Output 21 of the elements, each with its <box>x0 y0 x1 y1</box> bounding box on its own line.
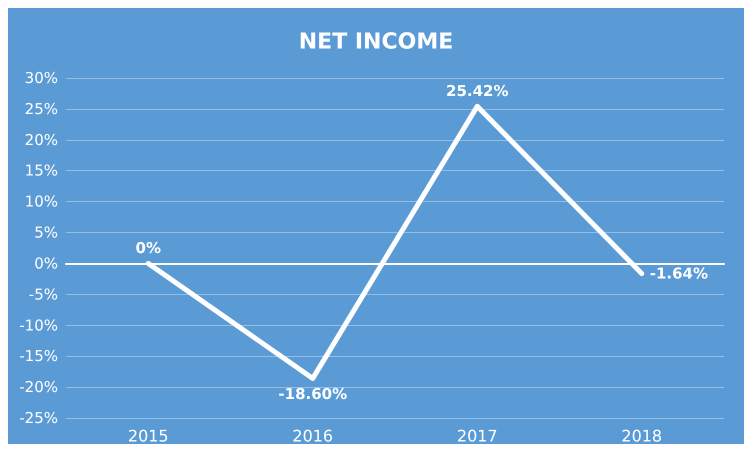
y-tick-label: 25% <box>24 100 58 118</box>
y-tick-label: 0% <box>34 254 58 272</box>
y-tick-label: 10% <box>24 192 58 211</box>
data-label: 25.42% <box>446 82 508 100</box>
y-tick-label: 30% <box>24 69 58 87</box>
data-label: 0% <box>136 238 161 257</box>
y-tick-label: 20% <box>24 130 58 149</box>
y-tick-label: -10% <box>19 316 58 334</box>
data-label: -18.60% <box>278 384 348 403</box>
y-tick-label: 15% <box>24 162 58 180</box>
y-tick-label: -20% <box>19 378 58 396</box>
y-tick-label: 5% <box>34 224 58 242</box>
x-tick-label: 2017 <box>456 426 498 446</box>
y-tick-label: -15% <box>19 347 58 366</box>
data-label: -1.64% <box>650 264 708 283</box>
x-tick-label: 2018 <box>621 426 662 446</box>
y-tick-label: -5% <box>28 285 58 304</box>
x-tick-label: 2016 <box>292 426 334 446</box>
y-tick-label: -25% <box>19 409 58 427</box>
chart-title: NET INCOME <box>298 30 454 54</box>
x-tick-label: 2015 <box>128 426 169 446</box>
